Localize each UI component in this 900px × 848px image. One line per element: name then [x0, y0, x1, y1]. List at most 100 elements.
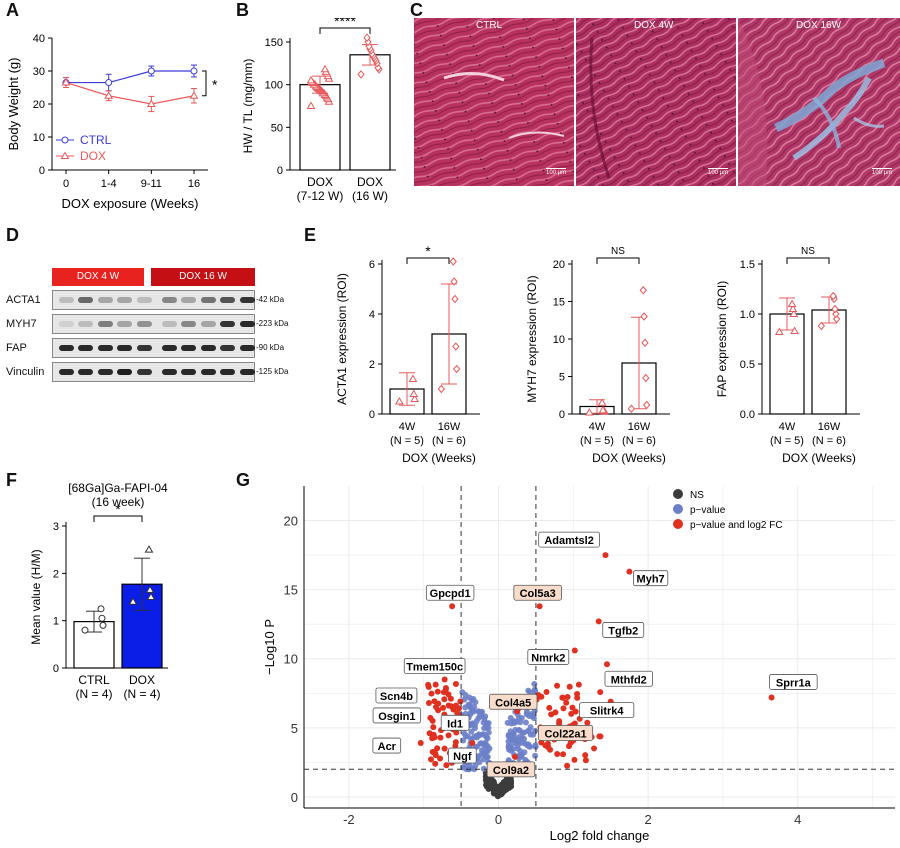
scale-bar-1: 100 µm [546, 168, 567, 176]
gene-label-box [538, 531, 600, 548]
pvalue-point [480, 765, 487, 772]
sig-point [546, 704, 553, 711]
panel-letter-c: C [410, 0, 423, 20]
gene-label: Nmrk2 [531, 652, 565, 664]
data-point [642, 373, 650, 383]
chart-g-volcano: -2 0 2 4 0 5 10 15 20 Adamtsl2 Myh7 Gpcpd1 Col5a3 Tgf… [262, 486, 895, 843]
y-tick-label: 2 [369, 359, 375, 371]
gene-label-box [538, 725, 594, 741]
legend-label: NS [690, 490, 704, 501]
significance-bracket [202, 70, 207, 97]
sig-point [427, 756, 434, 763]
x-tick-label: 16W [818, 421, 841, 433]
sig-point [437, 755, 444, 762]
panel-letter-b: B [236, 0, 249, 20]
pvalue-point [478, 708, 485, 715]
sig-point [441, 696, 448, 703]
data-point [61, 78, 71, 86]
sig-point [435, 700, 442, 707]
blot-band [97, 369, 113, 375]
blot-kda-label: -125 kDa [256, 367, 289, 376]
y-tick-label: 40 [33, 33, 45, 45]
histology-panel: CTRL DOX 4W DOX 16W 100 µm 100 µm 100 µm [414, 18, 900, 186]
gene-label-box [372, 737, 402, 754]
pvalue-point [460, 737, 467, 744]
significance-label: **** [334, 18, 356, 29]
sig-point [425, 681, 432, 688]
pvalue-point [523, 711, 530, 718]
sig-point [544, 740, 551, 747]
sig-point [441, 676, 448, 683]
y-tick-label: 10 [553, 334, 565, 346]
ns-point [503, 783, 510, 790]
data-point [831, 304, 839, 314]
legend-marker [673, 489, 683, 499]
x-tick-label: 9-11 [141, 178, 162, 190]
gene-label: Mthfd2 [611, 674, 647, 686]
sig-point [566, 683, 573, 690]
data-point [597, 398, 607, 406]
data-point [829, 291, 837, 301]
blot-band [181, 345, 197, 351]
blot-band [181, 321, 197, 327]
y-axis-label: ACTA1 expression (ROI) [335, 273, 349, 405]
sig-point [543, 689, 550, 696]
series-line-ctrl [66, 70, 194, 84]
legend-label-ctrl: CTRL [80, 133, 112, 147]
sig-point [454, 710, 461, 717]
gene-label: Adamtsl2 [544, 535, 594, 547]
sig-point [571, 647, 578, 654]
chart-e-fap: 0.0 0.5 1.0 1.5 4W (N = 5) 16W (N = 6) NS FAP exp… [715, 246, 860, 465]
data-point [789, 309, 799, 317]
pvalue-point [481, 731, 488, 738]
blot-band [59, 369, 74, 375]
pvalue-point [522, 719, 529, 726]
ns-point [488, 776, 495, 783]
bar [349, 54, 391, 171]
pvalue-point [510, 746, 517, 753]
data-point [363, 33, 371, 43]
y-axis-label: FAP expression (ROI) [715, 281, 729, 397]
x-tick-label: 4W [779, 421, 796, 433]
sig-point [430, 724, 437, 731]
gene-label-box [440, 714, 470, 731]
blot-kda-label: -223 kDa [256, 319, 289, 328]
sig-point [564, 762, 571, 769]
blot-band [239, 369, 255, 375]
x-tick-label: 4W [589, 421, 606, 433]
y-tick-label: 3 [53, 521, 59, 533]
blot-band [78, 345, 94, 351]
blot-band [136, 345, 152, 351]
data-point [437, 384, 446, 394]
data-point [787, 299, 797, 307]
gene-label-box [602, 622, 645, 638]
data-point [190, 67, 198, 75]
x-tick-label: 0 [495, 812, 502, 827]
sig-point [452, 680, 459, 687]
x-tick-label: DOX [307, 175, 333, 189]
pvalue-point [480, 756, 487, 763]
legend-label: p−value and log2 FC [690, 520, 783, 531]
sig-point [568, 710, 575, 717]
blot-band [117, 345, 133, 351]
pvalue-point [521, 735, 528, 742]
blot-band [200, 297, 216, 303]
legend-label: p−value [690, 505, 726, 516]
blot-band [162, 345, 177, 351]
gene-label: Gpcpd1 [430, 588, 471, 600]
gene-label-box [489, 693, 538, 710]
data-point [452, 364, 461, 374]
sig-point [443, 762, 450, 769]
x-tick-label: DOX [357, 175, 383, 189]
data-point [642, 400, 651, 410]
data-point [146, 99, 156, 107]
pvalue-point [477, 740, 484, 747]
chart-e-myh7: 0 5 10 15 20 4W (N = 5) 16W (N = 6) NS MYH7 expres… [525, 246, 670, 465]
sig-point [452, 702, 459, 709]
pvalue-point [527, 689, 534, 696]
y-tick-label: 50 [271, 122, 283, 134]
data-point [639, 285, 647, 295]
panel-letter-d: D [6, 225, 19, 245]
histology-label-dox4w: DOX 4W [634, 20, 674, 31]
data-point [449, 257, 457, 266]
